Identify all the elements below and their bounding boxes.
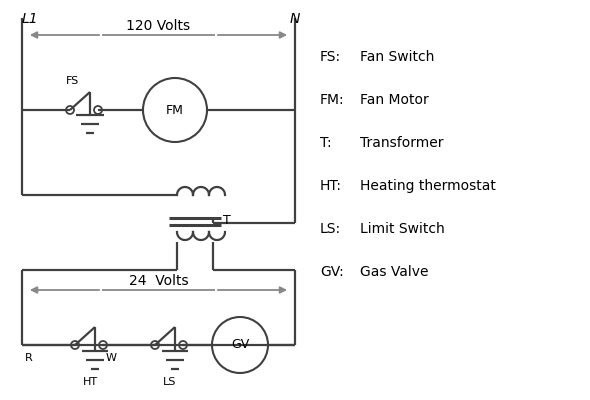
Text: Transformer: Transformer xyxy=(360,136,444,150)
Text: FM: FM xyxy=(166,104,184,116)
Text: LS: LS xyxy=(163,377,176,387)
Text: HT: HT xyxy=(83,377,97,387)
Text: Fan Motor: Fan Motor xyxy=(360,93,429,107)
Text: FS:: FS: xyxy=(320,50,341,64)
Text: Fan Switch: Fan Switch xyxy=(360,50,434,64)
Text: GV:: GV: xyxy=(320,265,344,279)
Text: Heating thermostat: Heating thermostat xyxy=(360,179,496,193)
Text: GV: GV xyxy=(231,338,249,352)
Text: Gas Valve: Gas Valve xyxy=(360,265,428,279)
Text: Limit Switch: Limit Switch xyxy=(360,222,445,236)
Text: T:: T: xyxy=(320,136,332,150)
Text: T: T xyxy=(223,214,231,228)
Text: L1: L1 xyxy=(22,12,38,26)
Text: N: N xyxy=(290,12,300,26)
Text: FM:: FM: xyxy=(320,93,345,107)
Text: W: W xyxy=(106,353,117,363)
Text: LS:: LS: xyxy=(320,222,341,236)
Text: FS: FS xyxy=(66,76,79,86)
Text: R: R xyxy=(25,353,33,363)
Text: 120 Volts: 120 Volts xyxy=(126,19,191,33)
Text: HT:: HT: xyxy=(320,179,342,193)
Text: 24  Volts: 24 Volts xyxy=(129,274,188,288)
